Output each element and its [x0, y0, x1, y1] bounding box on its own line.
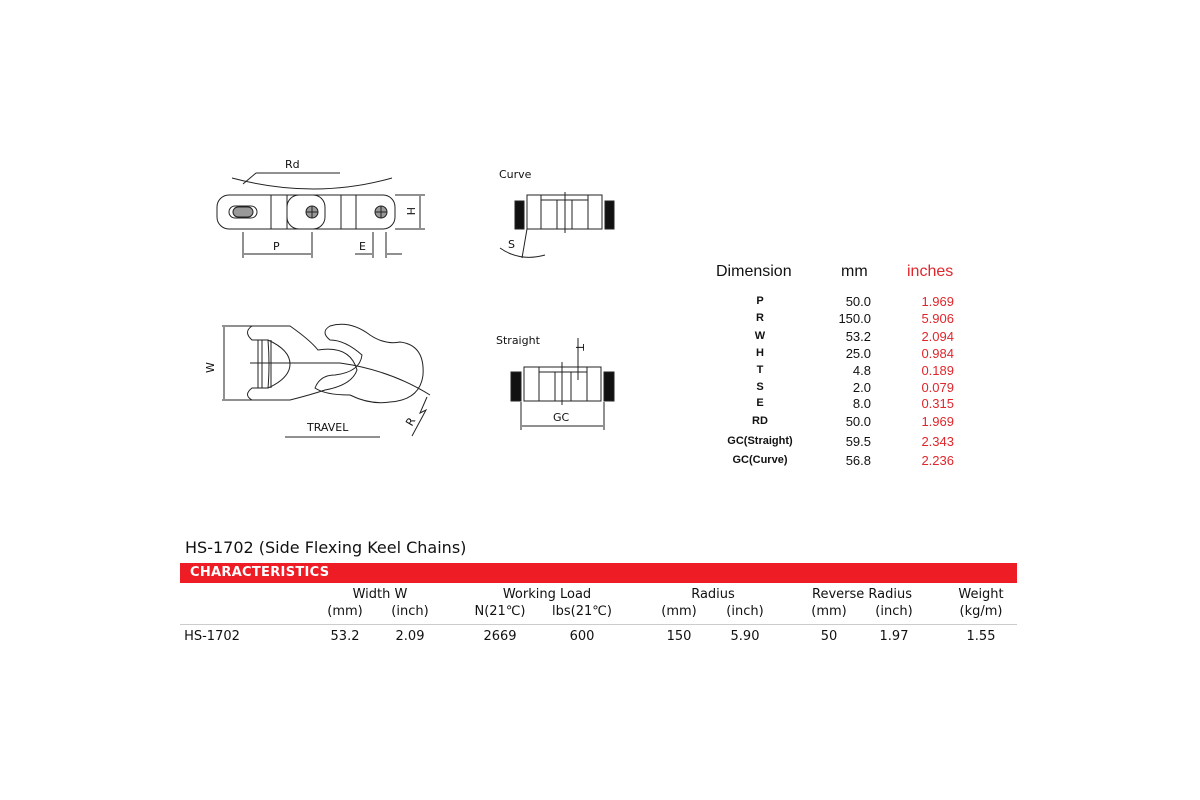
header-divider: [180, 624, 1017, 625]
dimension-row: S 2.0 0.079: [700, 380, 970, 397]
value-cell: 2669: [483, 629, 517, 644]
dimension-mm: 150.0: [838, 311, 871, 326]
value-cell: 53.2: [330, 629, 360, 644]
value-cell: 1.97: [879, 629, 909, 644]
dimension-mm: 2.0: [852, 380, 871, 395]
dimension-mm: 59.5: [845, 434, 871, 449]
column-header: (inch): [875, 604, 913, 619]
gc-label: GC: [553, 411, 570, 424]
dimension-inches: 1.969: [921, 294, 954, 309]
dimension-inches: 5.906: [921, 311, 954, 326]
dimension-mm: 53.2: [845, 329, 871, 344]
dimension-row: P 50.0 1.969: [700, 294, 970, 311]
dimension-inches: 2.236: [921, 453, 954, 468]
dimension-label: GC(Curve): [732, 454, 788, 466]
dimension-header: Dimension: [716, 263, 792, 280]
column-header: (inch): [726, 604, 764, 619]
dimension-inches: 2.094: [921, 329, 954, 344]
t-label: T: [573, 343, 586, 351]
dimension-label: W: [754, 330, 766, 342]
dimension-inches: 2.343: [921, 434, 954, 449]
dimension-row: W 53.2 2.094: [700, 329, 970, 346]
curve-title: Curve: [499, 168, 532, 181]
column-header: (mm): [327, 604, 363, 619]
top-view-drawing: Rd H P E: [216, 158, 425, 258]
group-working-load: Working Load: [502, 587, 592, 602]
dimension-inches: 0.189: [921, 363, 954, 378]
dimension-label: S: [756, 381, 764, 393]
dimension-label: R: [756, 312, 764, 324]
column-header: lbs(21℃): [552, 604, 612, 619]
dimension-row: RD 50.0 1.969: [700, 414, 970, 431]
straight-title: Straight: [496, 334, 541, 347]
s-label: S: [508, 238, 515, 251]
column-header: (inch): [391, 604, 429, 619]
straight-view-drawing: Straight T GC: [496, 334, 615, 430]
dimension-row: E 8.0 0.315: [700, 396, 970, 413]
dimension-row: GC(Straight) 59.5 2.343: [700, 434, 970, 451]
dimension-inches: 0.315: [921, 396, 954, 411]
h-label: H: [404, 207, 417, 215]
dimension-inches: 0.984: [921, 346, 954, 361]
value-cell: 150: [666, 629, 692, 644]
product-title: HS-1702 (Side Flexing Keel Chains): [185, 538, 467, 557]
dimension-inches: 0.079: [921, 380, 954, 395]
value-cell: 5.90: [730, 629, 760, 644]
dimension-row: H 25.0 0.984: [700, 346, 970, 363]
dimension-label: GC(Straight): [727, 435, 793, 447]
dimension-mm: 50.0: [845, 414, 871, 429]
mm-header: mm: [841, 263, 868, 280]
dimension-label: H: [756, 347, 764, 359]
value-cell: 1.55: [966, 629, 996, 644]
dimension-label: E: [756, 397, 764, 409]
group-reverse-radius: Reverse Radius: [812, 587, 912, 602]
p-label: P: [273, 240, 280, 253]
rd-label: Rd: [285, 158, 300, 171]
r-label: R: [403, 415, 418, 428]
model-cell: HS-1702: [184, 629, 240, 644]
characteristics-label: CHARACTERISTICS: [190, 565, 330, 580]
value-cell: 600: [569, 629, 595, 644]
column-header: N(21℃): [474, 604, 526, 619]
dimension-row: GC(Curve) 56.8 2.236: [700, 453, 970, 470]
dimension-row: T 4.8 0.189: [700, 363, 970, 380]
dimension-mm: 50.0: [845, 294, 871, 309]
dimension-label: P: [756, 295, 764, 307]
group-weight: Weight: [958, 587, 1004, 602]
column-header: (kg/m): [959, 604, 1003, 619]
dimension-mm: 56.8: [845, 453, 871, 468]
travel-label: TRAVEL: [306, 421, 349, 434]
dimension-mm: 25.0: [845, 346, 871, 361]
group-radius: Radius: [691, 587, 735, 602]
curve-view-drawing: Curve S: [499, 168, 615, 259]
inches-header: inches: [907, 263, 954, 280]
e-label: E: [359, 240, 366, 253]
dimension-inches: 1.969: [921, 414, 954, 429]
value-cell: 50: [820, 629, 838, 644]
column-header: (mm): [811, 604, 847, 619]
dimension-label: RD: [752, 415, 768, 427]
column-header: (mm): [661, 604, 697, 619]
dimension-mm: 8.0: [852, 396, 871, 411]
dimension-mm: 4.8: [852, 363, 871, 378]
dimension-row: R 150.0 5.906: [700, 311, 970, 328]
w-label: W: [204, 362, 217, 373]
group-width: Width W: [352, 587, 408, 602]
dimension-label: T: [756, 364, 764, 376]
plan-view-drawing: W TRAVEL R: [204, 323, 431, 438]
characteristics-bar: CHARACTERISTICS: [180, 563, 1017, 583]
value-cell: 2.09: [395, 629, 425, 644]
